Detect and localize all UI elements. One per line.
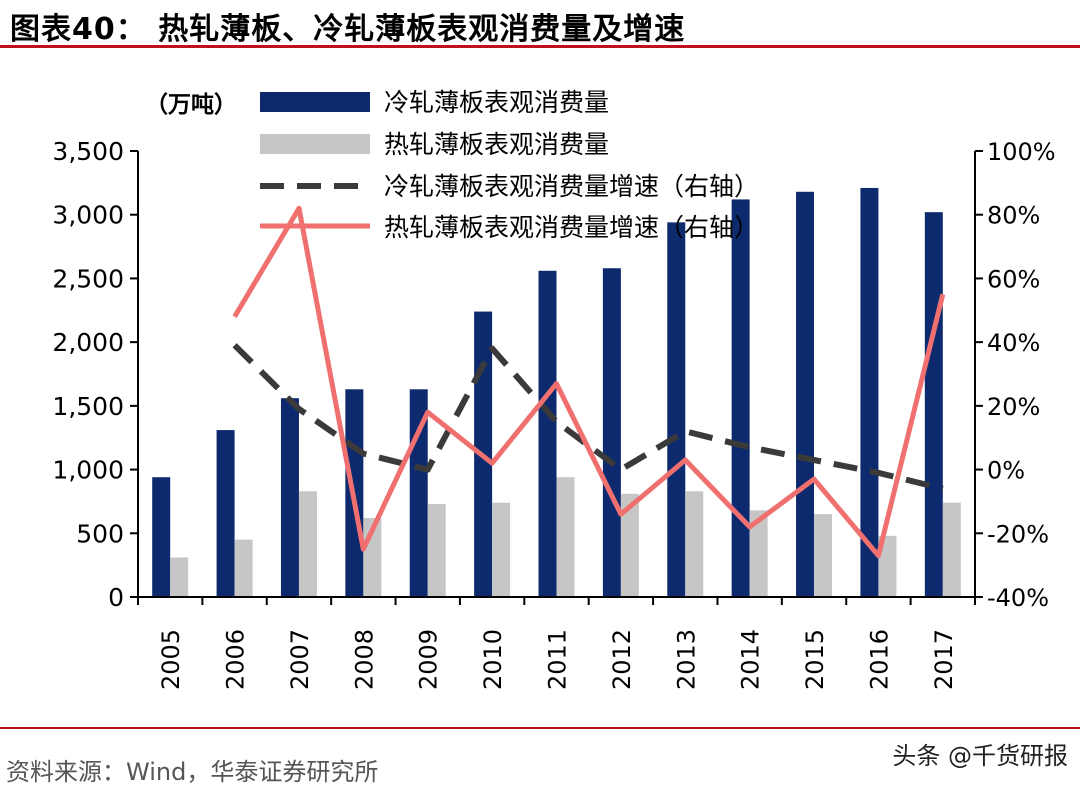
left-tick-label: 3,500 <box>52 137 124 166</box>
bar-hot-2017 <box>942 502 961 597</box>
x-tick-label: 2008 <box>350 629 378 690</box>
right-tick-label: 40% <box>987 329 1040 357</box>
left-tick-label: 3,000 <box>52 201 124 230</box>
x-tick-label: 2011 <box>544 629 572 690</box>
bar-hot-2010 <box>492 502 511 597</box>
right-tick-label: -40% <box>987 584 1049 612</box>
x-tick-label: 2005 <box>157 629 185 690</box>
x-tick-label: 2009 <box>415 629 443 690</box>
bar-hot-2009 <box>427 503 446 597</box>
bar-cold-2012 <box>602 268 621 597</box>
x-tick-label: 2006 <box>222 629 250 690</box>
bar-hot-2012 <box>620 493 639 597</box>
bar-cold-2006 <box>216 430 235 597</box>
right-tick-label: 100% <box>987 138 1056 166</box>
source-note: 资料来源：Wind，华泰证券研究所 <box>6 758 379 786</box>
legend-swatch-hot-bar <box>260 134 370 154</box>
left-tick-label: 2,500 <box>52 264 124 293</box>
right-tick-label: 60% <box>987 265 1040 293</box>
chart-title: 图表40： 热轧薄板、冷轧薄板表观消费量及增速 <box>10 12 686 47</box>
left-tick-label: 1,000 <box>52 456 124 485</box>
bar-hot-2013 <box>685 491 704 597</box>
x-tick-label: 2017 <box>930 629 958 690</box>
legend-label-hot-bar: 热轧薄板表观消费量 <box>384 130 609 159</box>
right-tick-label: 20% <box>987 393 1040 421</box>
footer-rule <box>0 727 1080 729</box>
x-tick-label: 2012 <box>608 629 636 690</box>
bar-cold-2005 <box>152 477 171 597</box>
left-tick-label: 0 <box>108 583 124 612</box>
x-tick-label: 2015 <box>801 629 829 690</box>
left-axis-unit: （万吨） <box>145 91 237 118</box>
bar-cold-2017 <box>924 212 943 597</box>
bar-cold-2013 <box>667 222 686 598</box>
legend-label-cold-growth: 冷轧薄板表观消费量增速（右轴） <box>384 172 759 201</box>
bar-hot-2011 <box>556 477 575 597</box>
title-rule <box>0 45 1080 48</box>
legend-swatch-cold-bar <box>260 92 370 112</box>
bar-cold-2015 <box>796 191 815 597</box>
right-tick-label: 0% <box>987 457 1025 485</box>
legend-label-cold-bar: 冷轧薄板表观消费量 <box>384 88 609 117</box>
bar-hot-2014 <box>749 510 768 597</box>
bar-cold-2014 <box>731 199 750 597</box>
bar-hot-2016 <box>878 535 897 597</box>
line-cold-growth <box>232 343 944 492</box>
x-tick-label: 2016 <box>865 629 893 690</box>
x-tick-label: 2014 <box>737 629 765 690</box>
legend-label-hot-growth: 热轧薄板表观消费量增速（右轴） <box>384 213 759 242</box>
right-tick-label: -20% <box>987 520 1049 548</box>
line-hot-growth <box>232 205 946 559</box>
chart-canvas: 0 500 1,000 1,500 2,000 2,500 3,000 3,500 -40% -2… <box>52 88 1056 690</box>
bar-hot-2006 <box>234 539 253 597</box>
bar-hot-2007 <box>298 491 317 597</box>
bar-cold-2007 <box>280 398 299 597</box>
bar-cold-2011 <box>538 270 557 597</box>
bar-cold-2016 <box>860 187 879 597</box>
watermark: 头条 @千货研报 <box>892 742 1068 770</box>
bar-hot-2005 <box>170 557 189 597</box>
x-tick-label: 2010 <box>479 629 507 690</box>
x-tick-label: 2007 <box>286 629 314 690</box>
left-tick-label: 2,000 <box>52 328 124 357</box>
left-tick-label: 500 <box>76 519 124 548</box>
left-tick-label: 1,500 <box>52 392 124 421</box>
right-tick-label: 80% <box>987 202 1040 230</box>
x-tick-label: 2013 <box>672 629 700 690</box>
bar-hot-2015 <box>814 514 833 597</box>
